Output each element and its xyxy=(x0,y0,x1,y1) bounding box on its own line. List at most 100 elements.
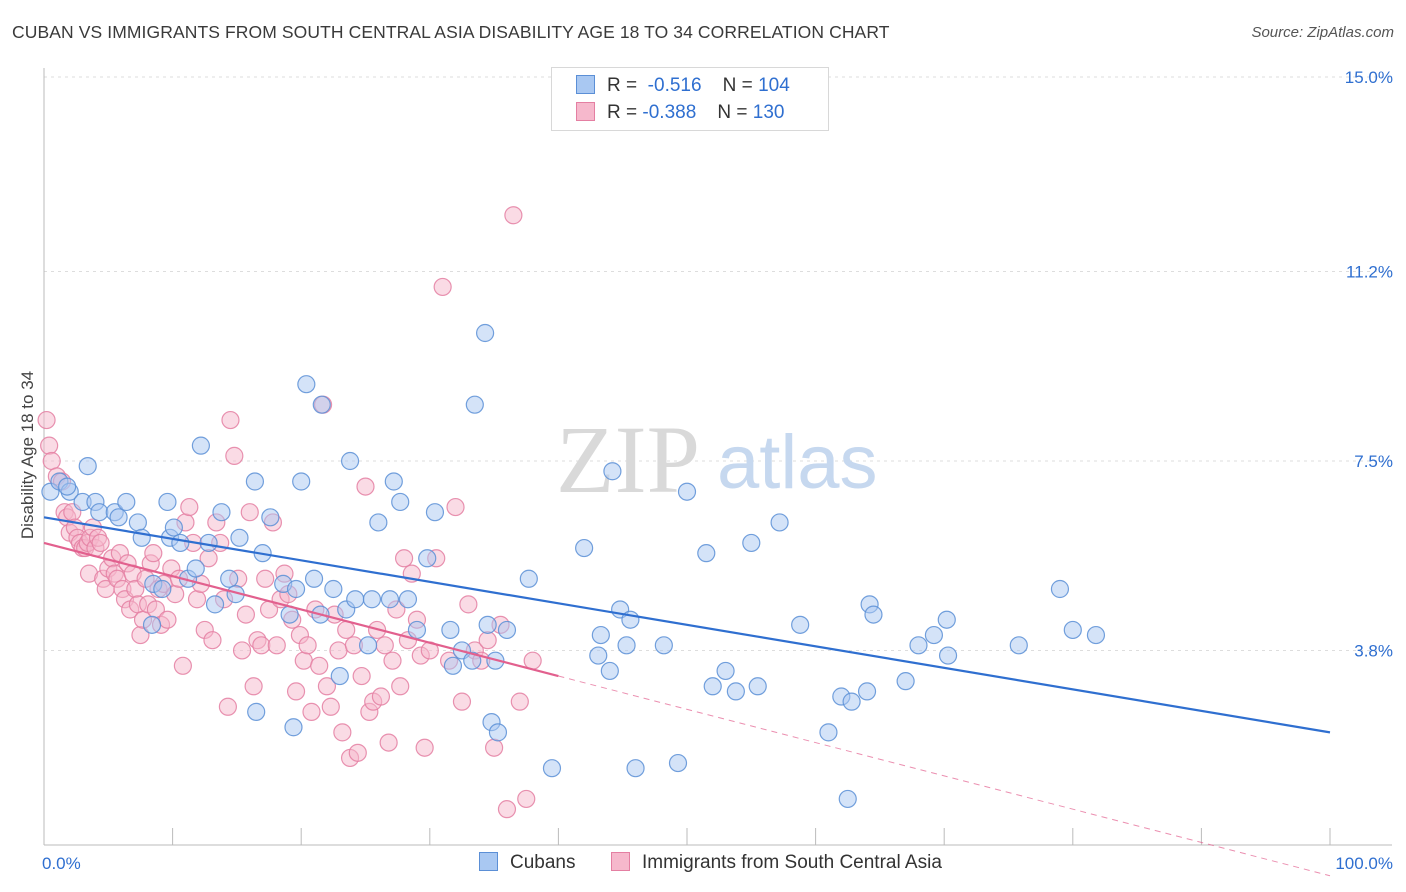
point-cubans xyxy=(247,702,266,721)
legend-n-label: N = xyxy=(722,75,753,96)
bottom-legend-asia: Immigrants from South Central Asia xyxy=(611,852,942,874)
point-asia xyxy=(244,677,263,696)
point-cubans xyxy=(1086,625,1106,645)
point-cubans xyxy=(589,646,608,665)
point-asia xyxy=(510,692,529,711)
point-cubans xyxy=(142,615,162,634)
point-asia xyxy=(333,723,352,742)
point-asia xyxy=(267,636,286,655)
x-tick-label-min: 0.0% xyxy=(42,854,81,873)
point-cubans xyxy=(1063,620,1082,640)
point-asia xyxy=(302,702,321,721)
point-cubans xyxy=(230,528,249,547)
point-cubans xyxy=(463,651,482,670)
point-cubans xyxy=(726,682,745,701)
point-asia xyxy=(523,651,542,670)
y-tick-label: 3.8% xyxy=(1354,641,1393,660)
series-cubans-points xyxy=(41,323,1106,809)
point-asia xyxy=(37,410,56,430)
point-cubans xyxy=(617,636,636,655)
point-cubans xyxy=(128,513,147,532)
point-asia xyxy=(459,595,478,614)
point-cubans xyxy=(384,472,403,491)
point-cubans xyxy=(703,677,722,696)
point-cubans xyxy=(478,615,497,634)
point-asia xyxy=(337,620,356,640)
point-asia xyxy=(329,641,348,660)
point-asia xyxy=(158,610,177,629)
point-cubans xyxy=(292,472,311,491)
point-cubans xyxy=(603,462,622,481)
point-asia xyxy=(232,641,252,660)
point-cubans xyxy=(391,492,410,512)
bottom-legend-label-asia: Immigrants from South Central Asia xyxy=(642,852,942,873)
point-cubans xyxy=(924,625,944,645)
point-cubans xyxy=(668,753,688,773)
point-asia xyxy=(203,631,222,650)
point-asia xyxy=(485,738,504,757)
point-cubans xyxy=(330,666,349,686)
legend-r-label: R = xyxy=(607,102,638,123)
point-asia xyxy=(42,451,61,471)
point-cubans xyxy=(312,395,331,414)
chart-title: CUBAN VS IMMIGRANTS FROM SOUTH CENTRAL A… xyxy=(12,22,890,42)
point-cubans xyxy=(245,472,265,491)
point-cubans xyxy=(171,533,190,553)
point-asia xyxy=(391,677,410,696)
point-cubans xyxy=(418,549,437,568)
point-cubans xyxy=(742,533,761,553)
point-asia xyxy=(371,687,391,706)
point-asia xyxy=(173,656,192,675)
point-cubans xyxy=(677,482,697,501)
point-asia xyxy=(298,636,317,655)
point-cubans xyxy=(488,723,508,742)
point-cubans xyxy=(1050,579,1070,599)
regression-line-cubans xyxy=(43,516,1331,734)
point-cubans xyxy=(58,477,77,496)
legend-swatch-asia xyxy=(576,102,595,121)
source-label: Source: ZipAtlas.com xyxy=(1251,24,1394,41)
point-cubans xyxy=(358,636,378,655)
point-asia xyxy=(180,497,199,517)
point-asia xyxy=(310,656,329,675)
bottom-legend-label-cubans: Cubans xyxy=(510,852,576,873)
point-asia xyxy=(317,677,337,696)
point-asia xyxy=(91,533,110,553)
point-cubans xyxy=(153,579,172,599)
y-tick-label: 7.5% xyxy=(1354,452,1393,471)
tick-labels: 3.8% 7.5% 11.2% 15.0% 0.0% 100.0% xyxy=(42,68,1393,873)
point-asia xyxy=(433,277,452,297)
point-asia xyxy=(286,682,306,701)
point-asia xyxy=(348,743,367,762)
point-cubans xyxy=(205,595,225,614)
bottom-legend-cubans: Cubans xyxy=(479,852,576,874)
point-cubans xyxy=(864,605,883,624)
point-cubans xyxy=(164,518,183,537)
point-cubans xyxy=(362,590,382,609)
point-asia xyxy=(497,800,517,819)
point-cubans xyxy=(842,692,861,711)
point-cubans xyxy=(475,323,495,343)
point-asia xyxy=(504,206,523,225)
point-asia xyxy=(240,503,259,522)
point-asia xyxy=(218,697,237,716)
point-asia xyxy=(236,605,256,624)
point-asia xyxy=(379,733,398,752)
y-tick-label: 11.2% xyxy=(1346,263,1393,282)
point-asia xyxy=(187,590,207,609)
point-asia xyxy=(321,697,340,716)
regression-lines xyxy=(43,516,1331,877)
point-asia xyxy=(375,636,394,655)
bottom-legend-swatch-cubans xyxy=(479,852,498,871)
point-cubans xyxy=(896,672,915,691)
point-cubans xyxy=(542,759,562,778)
y-axis-label: Disability Age 18 to 34 xyxy=(18,370,37,540)
point-asia xyxy=(40,436,59,455)
legend-n-value: 130 xyxy=(752,102,785,123)
point-cubans xyxy=(220,569,239,588)
point-cubans xyxy=(1009,636,1028,655)
point-cubans xyxy=(654,636,673,655)
point-cubans xyxy=(284,718,303,737)
point-asia xyxy=(352,666,371,686)
